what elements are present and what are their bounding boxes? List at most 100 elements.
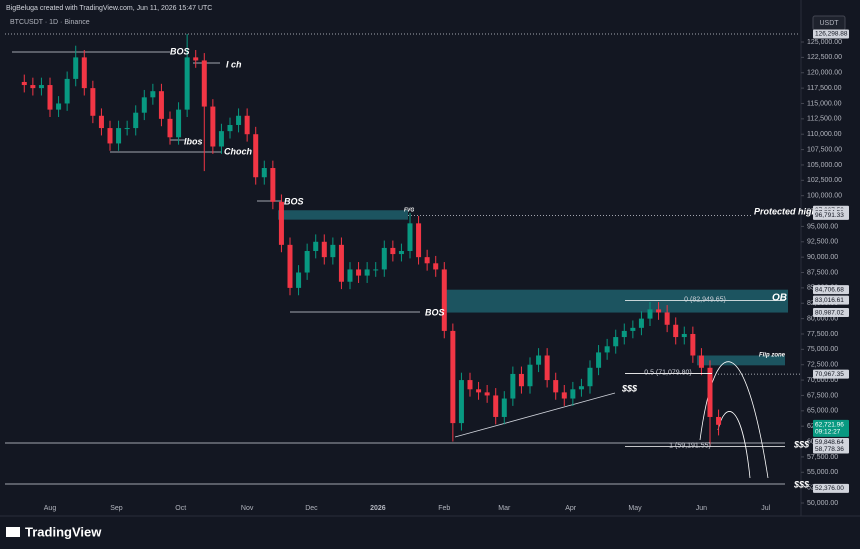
candle-body	[210, 106, 216, 147]
trendline	[454, 392, 616, 438]
candle-body	[176, 109, 182, 138]
price-label: 83,016.61	[815, 297, 844, 304]
currency: USDT	[819, 20, 839, 27]
last-price-box	[813, 419, 849, 437]
candle-body	[167, 118, 173, 138]
candle-body	[313, 241, 319, 252]
candle-body	[330, 244, 336, 258]
candle-body	[184, 57, 190, 110]
candle-body	[510, 373, 516, 399]
candle-body	[630, 327, 636, 331]
candle-body	[664, 312, 670, 325]
candle-body	[536, 355, 542, 365]
x-tick-label: Nov	[241, 505, 254, 512]
projection-arrow	[699, 361, 769, 479]
price-label-box	[813, 369, 849, 379]
candle-body	[64, 78, 70, 104]
fvg-zone	[278, 210, 408, 220]
annotation: Choch	[224, 146, 253, 156]
x-tick-label: Jul	[761, 505, 770, 512]
y-tick-label: 67,500.00	[807, 392, 838, 399]
y-tick-label: 112,500.00	[807, 116, 842, 123]
x-tick-label: Aug	[44, 505, 57, 512]
logo-icon	[6, 527, 20, 537]
candle-body	[38, 85, 44, 89]
candle-body	[698, 355, 704, 368]
y-tick-label: 117,500.00	[807, 85, 842, 92]
candle-body	[201, 60, 207, 107]
last-price: 62,721.96	[815, 422, 844, 429]
candle-body	[441, 269, 447, 331]
y-tick-label: 77,500.00	[807, 331, 838, 338]
price-label: 52,376.00	[815, 485, 844, 492]
annotation: Ibos	[184, 136, 203, 146]
annotation: I ch	[226, 59, 242, 69]
annotation: $$$	[621, 383, 638, 393]
y-tick-label: 50,000.00	[807, 500, 838, 507]
candle-body	[673, 324, 679, 338]
annotation: $$$	[793, 479, 810, 489]
candle-body	[81, 57, 87, 89]
candle-body	[381, 247, 387, 270]
y-tick-label: 125,000.00	[807, 39, 842, 46]
candle-body	[73, 57, 79, 79]
y-tick-label: 87,500.00	[807, 269, 838, 276]
x-tick-label: Apr	[565, 505, 577, 512]
fib-label: 0 (82,949.65)	[684, 296, 726, 303]
candle-body	[107, 128, 113, 144]
candle-body	[270, 168, 276, 202]
candle-body	[484, 392, 490, 396]
y-tick-label: 107,500.00	[807, 146, 842, 153]
candle-body	[244, 115, 250, 135]
candle-body	[416, 223, 422, 258]
annotation: BOS	[425, 307, 445, 317]
price-label-box	[813, 444, 849, 454]
y-tick-label: 105,000.00	[807, 162, 842, 169]
candle-body	[467, 380, 473, 390]
y-tick-label: 120,000.00	[807, 70, 842, 77]
ob-zone	[444, 289, 788, 313]
price-label: 70,967.35	[815, 371, 844, 378]
annotation: OB	[772, 293, 787, 304]
candle-body	[596, 352, 602, 368]
price-label-box	[813, 285, 849, 295]
candle-body	[518, 373, 524, 387]
candle-body	[338, 244, 344, 282]
candle-body	[56, 103, 62, 110]
candle-body	[21, 81, 27, 86]
candle-body	[321, 241, 327, 258]
annotation: FVG	[404, 207, 414, 213]
price-label: 126,298.88	[815, 31, 848, 38]
y-tick-label: 110,000.00	[807, 131, 842, 138]
price-label-box	[813, 308, 849, 318]
candle-body	[707, 367, 713, 417]
candle-body	[621, 330, 627, 338]
candle-body	[433, 263, 439, 270]
candle-body	[450, 330, 456, 424]
candle-body	[304, 251, 310, 273]
candle-body	[227, 124, 233, 132]
candle-body	[638, 318, 644, 328]
candle-body	[544, 355, 550, 381]
x-tick-label: Oct	[175, 505, 186, 512]
y-tick-label: 55,000.00	[807, 469, 838, 476]
candle-body	[150, 91, 156, 98]
price-label: 58,778.36	[815, 446, 844, 453]
candle-body	[364, 269, 370, 276]
annotation: Flip zone	[759, 353, 786, 359]
x-tick-label: Mar	[498, 505, 511, 512]
candle-body	[141, 97, 147, 113]
candle-body	[261, 168, 267, 178]
price-label: 96,791.33	[815, 212, 844, 219]
y-tick-label: 115,000.00	[807, 100, 842, 107]
y-tick-label: 75,000.00	[807, 346, 838, 353]
candle-body	[424, 257, 430, 264]
y-tick-label: 100,000.00	[807, 193, 842, 200]
candle-body	[476, 389, 482, 393]
y-tick-label: 90,000.00	[807, 254, 838, 261]
candle-body	[218, 131, 224, 147]
x-tick-label: Sep	[110, 505, 123, 512]
candle-body	[373, 269, 379, 271]
candle-body	[390, 247, 396, 255]
candle-body	[98, 115, 104, 129]
